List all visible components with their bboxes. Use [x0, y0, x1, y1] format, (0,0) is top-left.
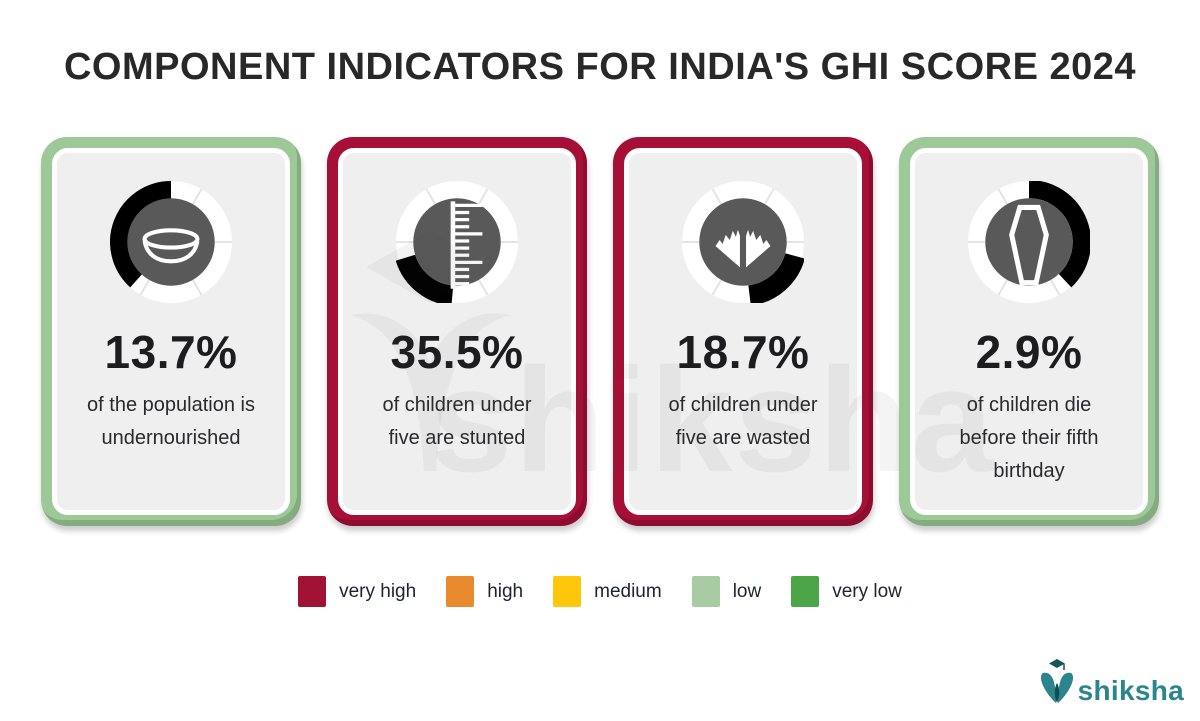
legend-label: high	[487, 580, 524, 602]
indicator-value: 18.7%	[676, 326, 810, 378]
coffin-icon	[968, 181, 1090, 303]
legend-item-very-low: very low	[791, 576, 902, 607]
legend-item-medium: medium	[553, 576, 662, 607]
legend-label: very low	[832, 580, 902, 602]
legend-swatch-high	[446, 576, 475, 607]
card-child-wasting: 18.7% of children under five are wasted	[613, 137, 873, 526]
card-under-five-mortality: 2.9% of children die before their fifth …	[899, 137, 1159, 526]
shiksha-logo: shiksha	[1039, 657, 1184, 707]
bowl-icon	[110, 181, 232, 303]
shiksha-logo-icon	[1040, 659, 1073, 703]
legend-swatch-very-low	[791, 576, 820, 607]
legend-item-high: high	[446, 576, 523, 607]
legend-item-very-high: very high	[298, 576, 416, 607]
indicator-description: of the population is undernourished	[87, 394, 255, 449]
severity-legend: very high high medium low very low	[0, 576, 1200, 607]
legend-item-low: low	[691, 576, 762, 607]
indicator-value: 13.7%	[104, 326, 238, 378]
legend-label: low	[732, 580, 762, 602]
card-child-stunting: 35.5% of children under five are stunted	[327, 137, 587, 526]
indicator-description: of children die before their fifth birth…	[959, 394, 1099, 482]
legend-swatch-medium	[553, 576, 582, 607]
brand-name: shiksha	[1077, 675, 1184, 707]
ruler-icon	[396, 181, 518, 303]
indicator-value: 35.5%	[390, 326, 524, 378]
scale-icon	[682, 181, 804, 303]
legend-label: medium	[594, 580, 662, 602]
indicator-description: of children under five are stunted	[382, 394, 532, 449]
legend-swatch-low	[691, 576, 720, 607]
page-title: COMPONENT INDICATORS FOR INDIA'S GHI SCO…	[63, 46, 1137, 88]
indicator-value: 2.9%	[975, 326, 1083, 378]
indicator-cards: 13.7% of the population is undernourishe…	[0, 137, 1200, 526]
legend-label: very high	[339, 580, 417, 602]
indicator-description: of children under five are wasted	[668, 394, 818, 449]
card-undernourishment: 13.7% of the population is undernourishe…	[41, 137, 301, 526]
legend-swatch-very-high	[298, 576, 327, 607]
